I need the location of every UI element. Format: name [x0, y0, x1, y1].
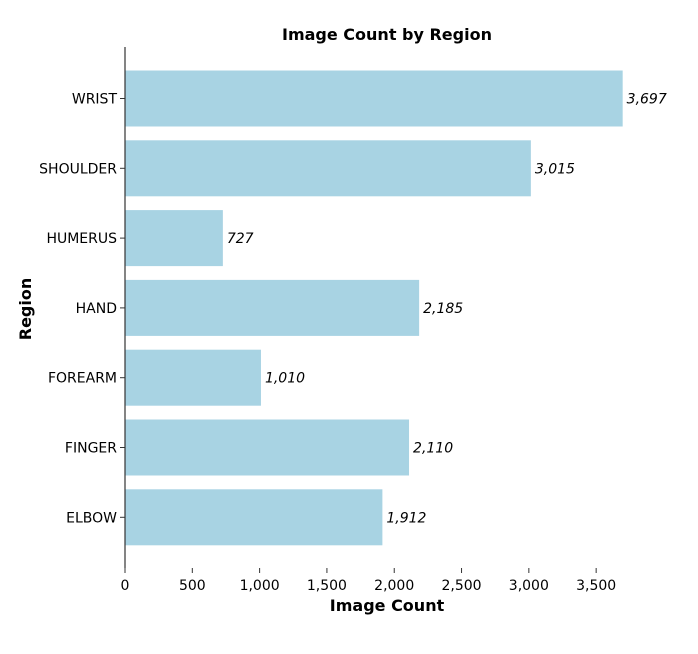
- x-tick-label-4: 2,000: [374, 578, 414, 594]
- y-tick-label-wrist: WRIST: [72, 92, 118, 108]
- data-label-wrist: 3,697: [627, 92, 667, 108]
- bar-forearm: [125, 349, 261, 406]
- bar-finger: [125, 419, 410, 476]
- bar-wrist: [125, 70, 623, 127]
- x-tick-label-6: 3,000: [509, 578, 549, 594]
- y-ticks-layer: WRIST SHOULDER HUMERUS HAND FOREARM FINGER ELB…: [39, 92, 125, 526]
- x-tick-label-2: 1,000: [240, 578, 280, 594]
- data-label-shoulder: 3,015: [535, 161, 575, 177]
- chart-title: Image Count by Region: [282, 25, 492, 44]
- x-tick-label-0: 0: [121, 578, 130, 594]
- bar-elbow: [125, 489, 383, 546]
- data-label-forearm: 1,010: [265, 371, 305, 387]
- data-label-elbow: 1,912: [386, 510, 426, 526]
- y-tick-label-shoulder: SHOULDER: [39, 161, 117, 177]
- data-label-finger: 2,110: [413, 441, 453, 457]
- data-labels-layer: 3,697 3,015 727 2,185 1,010 2,110 1,912: [227, 92, 667, 527]
- bar-hand: [125, 279, 420, 336]
- y-tick-label-finger: FINGER: [65, 441, 117, 457]
- x-tick-label-7: 3,500: [576, 578, 616, 594]
- x-tick-label-1: 500: [179, 578, 206, 594]
- x-tick-label-3: 1,500: [307, 578, 347, 594]
- x-ticks-layer: 0 500 1,000 1,500 2,000 2,500 3,000 3,500: [121, 568, 616, 594]
- bar-humerus: [125, 210, 223, 267]
- data-label-hand: 2,185: [423, 301, 463, 317]
- x-tick-label-5: 2,500: [441, 578, 481, 594]
- y-tick-label-humerus: HUMERUS: [46, 231, 117, 247]
- y-axis-label: Region: [16, 278, 35, 341]
- x-axis-label: Image Count: [330, 596, 445, 615]
- y-tick-label-elbow: ELBOW: [66, 510, 117, 526]
- data-label-humerus: 727: [227, 231, 254, 247]
- bar-shoulder: [125, 140, 531, 197]
- y-tick-label-hand: HAND: [76, 301, 117, 317]
- y-tick-label-forearm: FOREARM: [48, 371, 117, 387]
- bars-layer: [125, 70, 623, 546]
